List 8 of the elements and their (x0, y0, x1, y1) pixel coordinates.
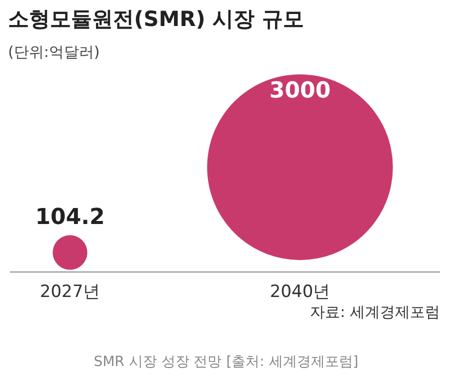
data-label: 104.2 (35, 204, 105, 230)
text: SMR 시장 성장 전망 [출처: 세계경제포럼] (94, 354, 358, 370)
text: 자료: 세계경제포럼 (310, 303, 440, 321)
data-label: 3000 (269, 78, 331, 104)
category-label: 2040년 (270, 282, 330, 302)
category-label: 2027년 (40, 282, 100, 302)
text: (단위:억달러) (8, 43, 100, 61)
text: 소형모듈원전(SMR) 시장 규모 (8, 7, 304, 31)
